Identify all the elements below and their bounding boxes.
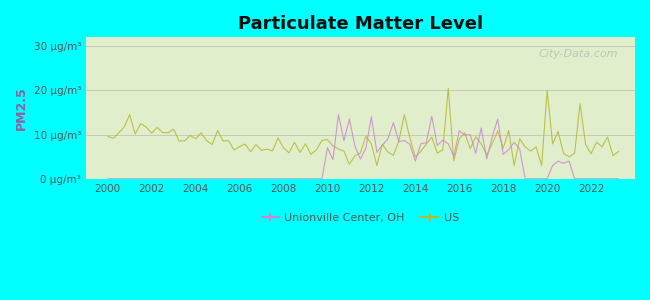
Text: City-Data.com: City-Data.com <box>539 49 619 58</box>
Legend: Unionville Center, OH, US: Unionville Center, OH, US <box>257 208 463 227</box>
Title: Particulate Matter Level: Particulate Matter Level <box>238 15 483 33</box>
Y-axis label: PM2.5: PM2.5 <box>15 86 28 130</box>
